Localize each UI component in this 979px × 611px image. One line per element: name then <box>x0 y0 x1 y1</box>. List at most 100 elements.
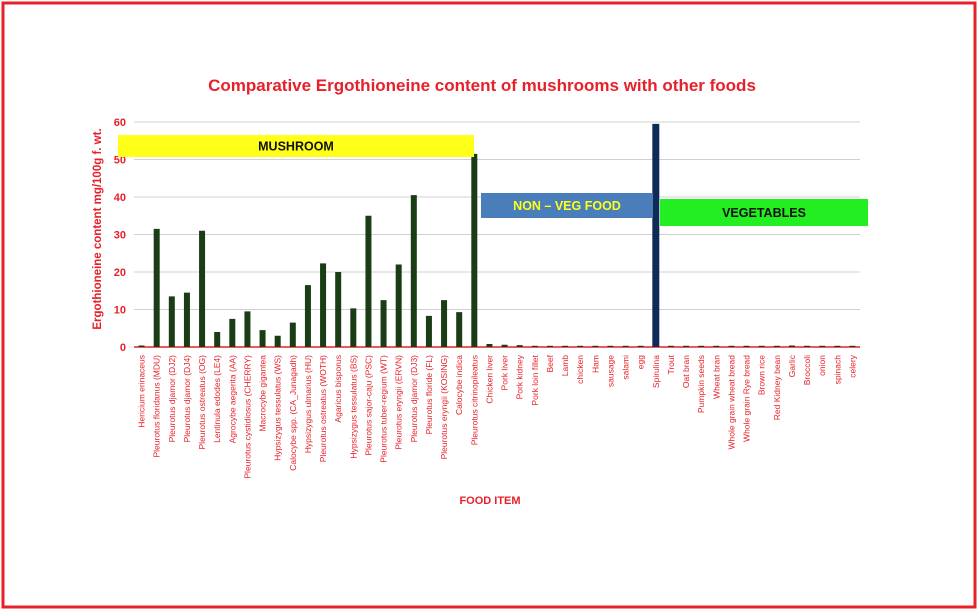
bar <box>728 345 735 347</box>
bar <box>849 345 856 347</box>
bar <box>592 345 599 347</box>
nonveg-group-box <box>481 193 653 218</box>
bar <box>577 345 584 347</box>
bar <box>365 215 372 347</box>
x-tick-label: Ham <box>590 355 600 373</box>
x-tick-label: Trout <box>666 354 676 374</box>
x-tick-label: Pork liver <box>500 355 510 391</box>
y-tick-label: 10 <box>114 305 126 317</box>
bar <box>819 345 826 347</box>
x-tick-label: egg <box>636 355 646 369</box>
x-axis-label: FOOD ITEM <box>459 495 520 507</box>
x-tick-label: Wheat bran <box>711 355 721 399</box>
bar <box>667 345 674 347</box>
bar <box>683 345 690 347</box>
mushroom-group-label: MUSHROOM <box>258 140 334 154</box>
x-tick-label: onion <box>817 355 827 376</box>
bar <box>214 332 221 347</box>
bars <box>138 123 856 347</box>
bar <box>546 345 553 347</box>
bar <box>788 345 795 347</box>
x-tick-label: Garlic <box>787 354 797 377</box>
bar <box>229 318 236 347</box>
y-tick-label: 20 <box>114 267 126 279</box>
x-tick-label: Pleurotus djamor (DJ3) <box>409 355 419 443</box>
x-tick-label: Beef <box>545 354 555 372</box>
x-tick-label: Broccoli <box>802 355 812 385</box>
bar <box>471 153 478 347</box>
x-tick-label: Pleurotus sajor-caju (PSC) <box>363 355 373 456</box>
x-tick-label: Calocybe spp. (CA_Junagadh) <box>288 355 298 471</box>
x-tick-label: Pork loin fillet <box>530 354 540 405</box>
bar <box>456 312 463 347</box>
y-tick-label: 0 <box>120 342 126 354</box>
bar <box>804 345 811 347</box>
bar <box>335 272 342 347</box>
x-tick-label: Pleurotus ostreatus (WOTH) <box>318 355 328 462</box>
x-tick-label: Whole grain wheat bread <box>726 355 736 450</box>
x-tick-label: Oat bran <box>681 355 691 388</box>
bar <box>622 345 629 347</box>
x-tick-label: Pleurotus cystidiosus (CHERRY) <box>242 355 252 479</box>
x-tick-label: Pleurotus floride (FL) <box>424 355 434 435</box>
bar <box>274 335 281 347</box>
bar <box>501 344 508 347</box>
x-tick-label: Red Kidney bean <box>772 355 782 420</box>
bar <box>713 345 720 347</box>
y-tick-label: 50 <box>114 155 126 167</box>
veg-group-box <box>660 199 868 226</box>
bar <box>637 345 644 347</box>
x-tick-label: Brown rice <box>757 355 767 395</box>
bar <box>698 345 705 347</box>
x-tick-label: Pleurotus eryngii (ERVN) <box>394 355 404 450</box>
bar <box>350 308 357 347</box>
bar <box>531 345 538 347</box>
bar <box>607 345 614 347</box>
bar <box>259 330 266 347</box>
veg-group-label: VEGETABLES <box>722 206 806 220</box>
x-tick-label: Hypsizygus tessulatus (WS) <box>273 355 283 461</box>
bar <box>183 292 190 347</box>
x-tick-label: salami <box>621 355 631 380</box>
x-tick-label: spinach <box>832 355 842 385</box>
x-tick-label: Pleurotus djamor (DJ4) <box>182 355 192 443</box>
x-tick-label: Macrocybe gigantea <box>258 355 268 432</box>
x-tick-label: Pumpkin seeds <box>696 355 706 413</box>
bar <box>244 311 251 347</box>
bar <box>320 263 327 347</box>
x-tick-label: Lamb <box>560 355 570 377</box>
x-tick-label: Lentinula edodes (LE4) <box>212 355 222 443</box>
bar <box>516 345 523 347</box>
x-tick-label: Hypsizygus ulmarius (HU) <box>303 355 313 453</box>
x-tick-label: Hypsizygus tessulatus (BS) <box>348 355 358 459</box>
bar <box>834 345 841 347</box>
bar <box>380 300 387 347</box>
x-tick-label: Agrocybe aegerita (AA) <box>227 355 237 444</box>
nonveg-group-label: NON – VEG FOOD <box>513 199 621 213</box>
x-tick-label: Agaricus bisporus <box>333 355 343 423</box>
x-tick-label: celery <box>847 354 857 377</box>
bar <box>410 195 417 347</box>
x-tick-label: Spirulina <box>651 355 661 388</box>
x-axis-ticks: Hericium erinaceus Pleurotus floridanus (… <box>137 354 858 478</box>
x-tick-label: Calocybe indica <box>454 355 464 415</box>
x-tick-label: chicken <box>575 355 585 384</box>
x-tick-label: Pleurotus eryngii (KOSING) <box>439 355 449 460</box>
x-tick-label: Pleurotus floridanus (MDU) <box>152 355 162 458</box>
y-axis-ticks: 0 10 20 30 40 50 60 <box>114 117 126 354</box>
mushroom-group-box <box>118 135 474 157</box>
bar <box>652 123 660 347</box>
chart-title: Comparative Ergothioneine content of mus… <box>208 76 756 95</box>
bar <box>425 315 432 347</box>
bar <box>773 345 780 347</box>
x-tick-label: Pork kidney <box>515 354 525 399</box>
y-tick-label: 60 <box>114 117 126 129</box>
bar <box>153 228 160 347</box>
x-tick-label: Pleurotus ostreatus (OG) <box>197 355 207 450</box>
bar <box>743 345 750 347</box>
y-tick-label: 30 <box>114 230 126 242</box>
bar <box>304 285 311 347</box>
y-tick-label: 40 <box>114 192 126 204</box>
